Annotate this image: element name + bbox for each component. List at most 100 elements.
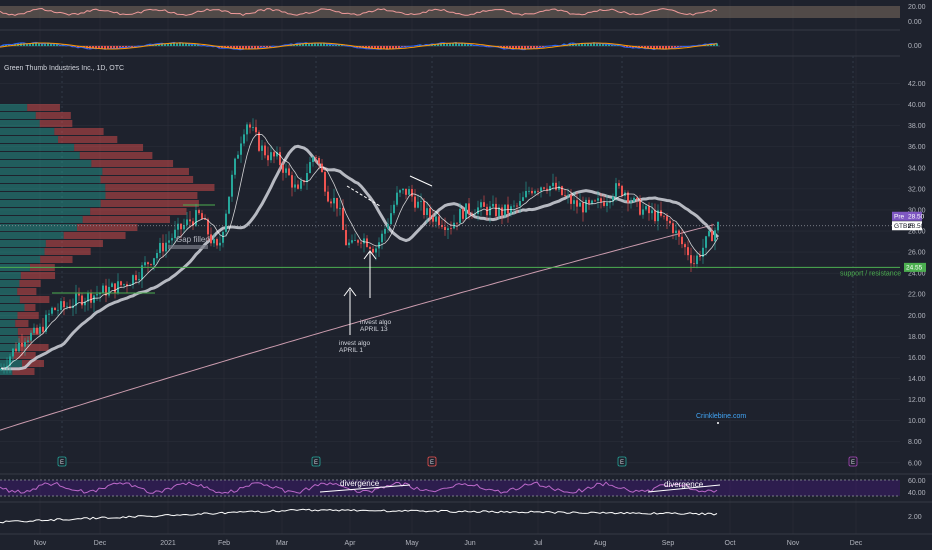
vp-down-bar: [77, 224, 138, 231]
macd-bar: [341, 44, 343, 46]
earnings-marker[interactable]: [617, 456, 627, 467]
candle-body: [516, 205, 518, 207]
candle-body: [36, 327, 38, 334]
candle-body: [147, 262, 149, 265]
candle-body: [399, 190, 401, 193]
candle-body: [189, 219, 191, 222]
candle-body: [483, 202, 485, 207]
candle-body: [237, 154, 239, 159]
macd-bar: [653, 46, 655, 50]
macd-bar: [578, 43, 580, 46]
candle-body: [381, 233, 383, 243]
time-tick-label: May: [405, 540, 419, 547]
rsi-tick-60: 60.00: [908, 478, 926, 485]
macd-bar: [449, 43, 451, 46]
macd-bar: [599, 43, 601, 46]
price-axis[interactable]: 6.00 8.00 10.00 12.00 14.00 16.00 18.00 20.00 22…: [908, 81, 926, 467]
macd-bar: [227, 46, 229, 49]
time-axis[interactable]: Nov Dec 2021 Feb Mar Apr May Jun Jul Aug Sep Oct Nov…: [34, 540, 863, 547]
macd-bar: [26, 43, 28, 46]
macd-bar: [587, 43, 589, 46]
vp-up-bar: [0, 328, 18, 335]
candle-body: [549, 186, 551, 191]
macd-bar: [374, 46, 376, 49]
vp-down-bar: [35, 112, 71, 119]
trend-line: [346, 185, 381, 207]
candle-body: [690, 255, 692, 264]
macd-bar: [611, 44, 613, 46]
vp-up-bar: [0, 128, 55, 135]
vp-down-bar: [100, 200, 199, 207]
vp-up-bar: [0, 144, 75, 151]
candle-body: [555, 182, 557, 190]
candle-body: [81, 295, 83, 306]
arrow-up-icon: [363, 250, 377, 260]
candle-body: [309, 162, 311, 173]
candle-body: [558, 186, 560, 190]
macd-bar: [596, 43, 598, 46]
earnings-marker[interactable]: [311, 456, 321, 467]
macd-bar: [386, 46, 388, 50]
vp-down-bar: [58, 136, 118, 143]
macd-bar: [461, 42, 463, 46]
candle-body: [51, 307, 53, 314]
earnings-marker[interactable]: [57, 456, 67, 467]
oscillator-line: [0, 7, 718, 16]
macd-bar: [77, 46, 79, 48]
candle-body: [645, 206, 647, 210]
macd-bar: [176, 43, 178, 46]
vp-up-bar: [0, 288, 18, 295]
candle-body: [114, 283, 116, 294]
candle-body: [177, 223, 179, 230]
vp-down-bar: [54, 128, 104, 135]
symbol-price-tag: [892, 221, 922, 231]
candle-body: [513, 205, 515, 207]
vp-down-bar: [21, 360, 44, 367]
vp-up-bar: [0, 352, 14, 359]
macd-bar: [56, 43, 58, 46]
pre-label: Pre: [894, 213, 905, 220]
candle-body: [501, 207, 503, 216]
macd-bar: [164, 43, 166, 46]
macd-bar: [32, 42, 34, 46]
vp-up-bar: [0, 120, 40, 127]
vp-up-bar: [0, 256, 41, 263]
candle-body: [444, 226, 446, 231]
vp-up-bar: [0, 208, 91, 215]
vp-up-bar: [0, 304, 25, 311]
price-tick-label: 6.00: [908, 460, 922, 467]
macd-bar: [269, 46, 271, 48]
macd-bar: [293, 44, 295, 46]
bottom-tick-2: 2.00: [908, 514, 922, 521]
candle-body: [93, 295, 95, 303]
earnings-marker[interactable]: [848, 456, 858, 467]
vp-up-bar: [0, 320, 16, 327]
annotation-april-1[interactable]: invest algo APRIL 1: [339, 287, 370, 354]
candle-body: [156, 252, 158, 259]
macd-pane: 0.00: [0, 41, 922, 57]
macd-bar: [188, 43, 190, 46]
candle-body: [201, 213, 203, 220]
candle-body: [117, 281, 119, 294]
macd-bar: [641, 46, 643, 48]
annotation-april-13[interactable]: invest algo APRIL 13: [360, 250, 391, 333]
candle-body: [384, 228, 386, 234]
candle-body: [564, 195, 566, 196]
macd-bar: [383, 46, 385, 49]
vp-down-bar: [24, 304, 36, 311]
vp-down-bar: [74, 144, 144, 151]
candle-body: [261, 145, 263, 151]
candle-body: [324, 172, 326, 192]
vp-up-bar: [0, 160, 92, 167]
candle-body: [39, 326, 41, 334]
price-tick-label: 38.00: [908, 123, 926, 130]
macd-bar: [194, 43, 196, 46]
macd-bar: [452, 43, 454, 46]
earnings-marker[interactable]: [427, 456, 437, 467]
macd-bar: [674, 46, 676, 48]
macd-bar: [305, 42, 307, 46]
candle-body: [489, 206, 491, 216]
candle-body: [6, 365, 8, 368]
candle-body: [168, 240, 170, 243]
